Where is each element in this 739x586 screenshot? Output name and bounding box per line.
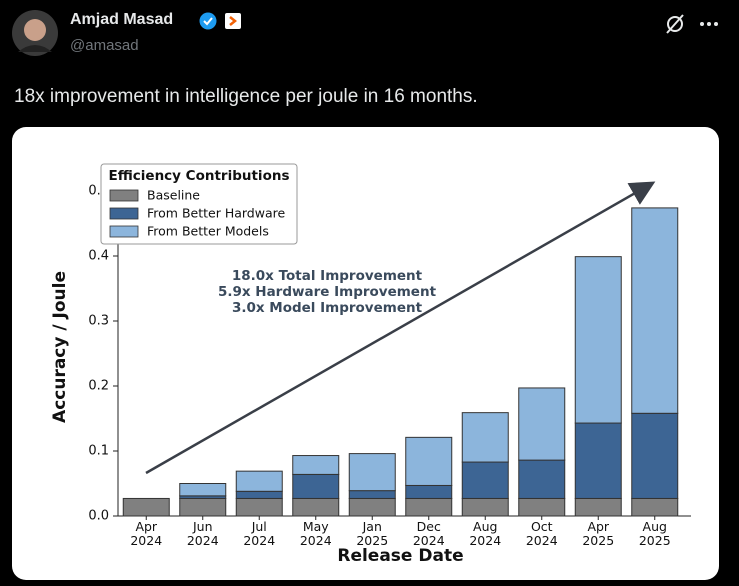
x-tick-label: Apr 2024 — [130, 519, 163, 548]
legend-label: From Better Hardware — [147, 206, 285, 221]
avatar[interactable] — [12, 10, 58, 56]
annotation: 18.0x Total Improvement — [232, 268, 423, 284]
trend-arrow — [145, 181, 656, 475]
x-tick-label: Jan 2025 — [356, 519, 389, 548]
x-tick-label: Dec 2024 — [412, 519, 445, 548]
bar-segment — [405, 484, 453, 499]
legend-swatch — [109, 207, 139, 220]
legend-label: Baseline — [147, 188, 200, 203]
bar-segment — [235, 490, 283, 499]
legend-title: Efficiency Contributions — [109, 168, 290, 184]
bar-segment — [292, 455, 340, 475]
bar-segment — [518, 497, 566, 517]
bar-segment — [574, 422, 622, 499]
bar-segment — [461, 461, 509, 499]
y-tick-label: 0.4 — [88, 249, 109, 264]
tweet-actions[interactable] — [664, 12, 724, 36]
bar-segment — [179, 497, 227, 517]
bar-segment — [348, 497, 396, 517]
legend-swatch — [109, 225, 139, 238]
bar-segment — [122, 497, 170, 517]
author-handle[interactable]: @amasad — [70, 37, 139, 54]
bar-segment — [518, 459, 566, 499]
bar-segment — [292, 497, 340, 517]
bar-segment — [631, 412, 679, 499]
y-axis-label: Accuracy / Joule — [50, 271, 70, 423]
bar-segment — [631, 207, 679, 414]
bar-segment — [179, 483, 227, 497]
legend-label: From Better Models — [147, 224, 269, 239]
bar-segment — [631, 497, 679, 517]
y-tick-label: 0.2 — [88, 379, 109, 394]
bar-segment — [518, 387, 566, 461]
y-tick-label: 0.0 — [88, 509, 109, 524]
bar-segment — [461, 412, 509, 463]
badges — [199, 12, 241, 30]
x-axis-label: Release Date — [337, 546, 463, 566]
x-tick-label: May 2024 — [299, 519, 332, 548]
bar-segment — [348, 490, 396, 499]
annotation: 5.9x Hardware Improvement — [218, 284, 437, 300]
bar-segment — [574, 497, 622, 517]
x-tick-label: Jul 2024 — [243, 519, 276, 548]
annotation: 3.0x Model Improvement — [232, 300, 423, 316]
y-tick-label: 0.1 — [88, 444, 109, 459]
x-tick-label: Apr 2025 — [582, 519, 615, 548]
y-tick-label: 0.3 — [88, 314, 109, 329]
bar-segment — [235, 497, 283, 517]
bar-segment — [461, 497, 509, 517]
x-tick-label: Aug 2025 — [638, 519, 671, 548]
legend-swatch — [109, 189, 139, 202]
bar-segment — [235, 470, 283, 492]
author-name[interactable]: Amjad Masad — [70, 11, 174, 28]
x-tick-label: Aug 2024 — [469, 519, 502, 548]
x-tick-label: Jun 2024 — [186, 519, 219, 548]
tweet-text: 18x improvement in intelligence per joul… — [14, 86, 478, 107]
legend-box — [100, 163, 298, 245]
bar-segment — [405, 497, 453, 517]
bar-segment — [405, 436, 453, 486]
bar-segment — [348, 453, 396, 492]
x-tick-label: Oct 2024 — [525, 519, 558, 548]
bar-segment — [574, 256, 622, 424]
bar-segment — [292, 473, 340, 499]
